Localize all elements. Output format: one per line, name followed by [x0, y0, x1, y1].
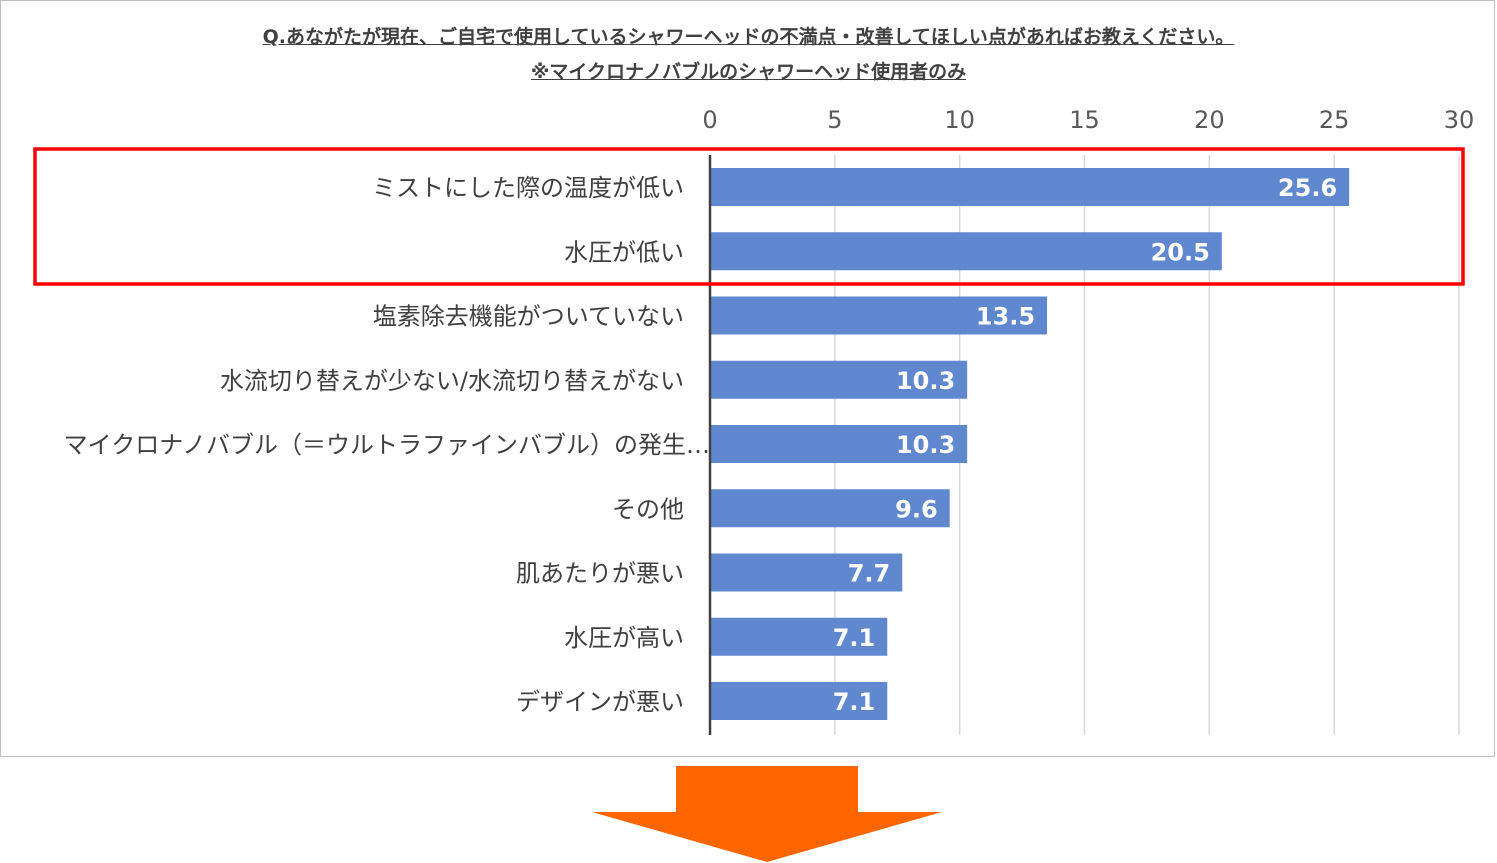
data-label: 7.1: [833, 688, 876, 716]
data-label: 9.6: [895, 495, 938, 523]
down-arrow-icon: [592, 766, 942, 862]
bar: [710, 232, 1222, 271]
data-label: 7.7: [848, 560, 891, 588]
data-label: 10.3: [896, 431, 955, 459]
category-label: 水圧が低い: [564, 238, 684, 266]
bar: [710, 617, 888, 656]
x-tick-label: 20: [1194, 106, 1225, 134]
x-tick-label: 25: [1319, 106, 1350, 134]
category-label: マイクロナノバブル（＝ウルトラファインバブル）の発生…: [64, 431, 710, 459]
data-label: 10.3: [896, 367, 955, 395]
bar: [710, 553, 903, 592]
data-label: 25.6: [1278, 174, 1337, 202]
bar: [710, 296, 1048, 335]
x-tick-label: 5: [827, 106, 842, 134]
chart-title: Q.あながたが現在、ご自宅で使用しているシャワーヘッドの不満点・改善してほしい点…: [262, 26, 1235, 48]
data-label: 7.1: [833, 624, 876, 652]
highlight-box: [33, 147, 1465, 286]
x-tick-label: 15: [1069, 106, 1100, 134]
data-label: 13.5: [976, 303, 1035, 331]
x-tick-label: 0: [702, 106, 717, 134]
bar: [710, 425, 968, 463]
bar: [710, 360, 968, 399]
category-label: 肌あたりが悪い: [516, 560, 684, 588]
data-label: 20.5: [1151, 238, 1210, 266]
bar: [710, 682, 888, 720]
bar: [710, 168, 1350, 206]
x-tick-label: 30: [1444, 106, 1475, 134]
category-label: 水流切り替えが少ない/水流切り替えがない: [220, 367, 684, 395]
chart-subtitle: ※マイクロナノバブルのシャワーヘッド使用者のみ: [530, 61, 967, 83]
category-label: 水圧が高い: [564, 624, 684, 652]
category-label: デザインが悪い: [516, 688, 684, 716]
category-label: その他: [612, 495, 684, 523]
x-tick-label: 10: [944, 106, 975, 134]
chart-frame: [0, 0, 1495, 757]
category-label: 塩素除去機能がついていない: [373, 303, 684, 331]
bar: [710, 489, 950, 528]
category-label: ミストにした際の温度が低い: [372, 174, 684, 202]
